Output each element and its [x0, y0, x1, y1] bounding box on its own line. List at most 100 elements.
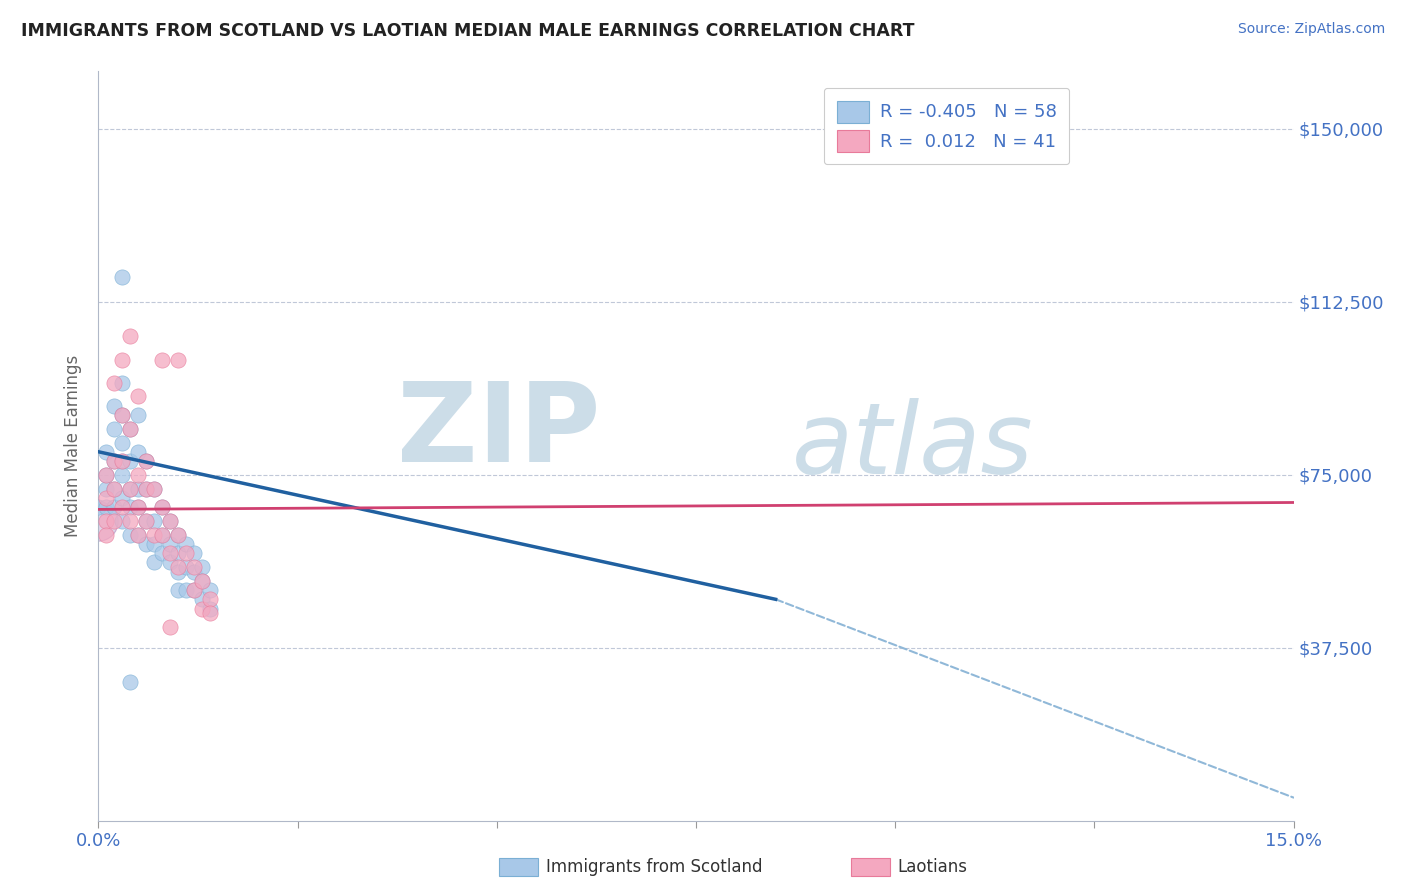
Point — [111, 454, 134, 468]
Point — [143, 537, 166, 551]
Point — [96, 444, 118, 458]
Point — [111, 435, 134, 450]
Point — [111, 467, 134, 482]
Point — [174, 537, 197, 551]
Point — [127, 389, 149, 403]
Point — [127, 528, 149, 542]
Text: Laotians: Laotians — [897, 858, 967, 876]
Point — [174, 560, 197, 574]
Text: IMMIGRANTS FROM SCOTLAND VS LAOTIAN MEDIAN MALE EARNINGS CORRELATION CHART: IMMIGRANTS FROM SCOTLAND VS LAOTIAN MEDI… — [21, 22, 914, 40]
Point — [111, 491, 134, 505]
Legend: R = -0.405   N = 58, R =  0.012   N = 41: R = -0.405 N = 58, R = 0.012 N = 41 — [824, 88, 1070, 164]
Point — [159, 537, 181, 551]
Point — [198, 592, 221, 607]
Point — [127, 528, 149, 542]
Point — [120, 675, 142, 690]
Point — [127, 467, 149, 482]
Point — [111, 269, 134, 284]
Point — [150, 500, 173, 514]
Point — [150, 352, 173, 367]
Point — [111, 352, 134, 367]
Point — [111, 500, 134, 514]
Text: Immigrants from Scotland: Immigrants from Scotland — [546, 858, 762, 876]
Point — [167, 352, 190, 367]
Point — [167, 528, 190, 542]
Point — [167, 560, 190, 574]
Point — [191, 560, 214, 574]
Point — [111, 514, 134, 528]
Point — [159, 546, 181, 560]
Point — [183, 583, 205, 598]
Point — [127, 500, 149, 514]
Point — [127, 482, 149, 496]
Point — [191, 601, 214, 615]
Point — [198, 601, 221, 615]
Point — [135, 514, 157, 528]
Point — [96, 514, 118, 528]
Point — [103, 422, 125, 436]
Point — [135, 537, 157, 551]
Point — [150, 546, 173, 560]
Point — [159, 620, 181, 634]
Point — [198, 606, 221, 620]
Point — [143, 482, 166, 496]
Point — [103, 482, 125, 496]
Point — [127, 444, 149, 458]
Point — [87, 514, 110, 528]
Text: Source: ZipAtlas.com: Source: ZipAtlas.com — [1237, 22, 1385, 37]
Point — [183, 565, 205, 579]
Point — [174, 583, 197, 598]
Point — [167, 546, 190, 560]
Point — [111, 408, 134, 422]
Point — [96, 500, 118, 514]
Point — [150, 500, 173, 514]
Point — [120, 454, 142, 468]
Point — [120, 482, 142, 496]
Y-axis label: Median Male Earnings: Median Male Earnings — [65, 355, 83, 537]
Point — [135, 482, 157, 496]
Point — [143, 482, 166, 496]
Point — [111, 376, 134, 390]
Point — [120, 500, 142, 514]
Point — [111, 408, 134, 422]
Point — [183, 546, 205, 560]
Point — [103, 482, 125, 496]
Point — [103, 500, 125, 514]
Point — [103, 514, 125, 528]
Point — [174, 546, 197, 560]
Point — [143, 514, 166, 528]
Point — [120, 329, 142, 343]
Point — [191, 592, 214, 607]
Point — [111, 454, 134, 468]
Point — [159, 514, 181, 528]
Point — [96, 467, 118, 482]
Point — [87, 500, 110, 514]
Point — [103, 454, 125, 468]
Point — [143, 528, 166, 542]
Point — [120, 528, 142, 542]
Point — [127, 408, 149, 422]
Point — [167, 565, 190, 579]
Point — [183, 583, 205, 598]
Point — [191, 574, 214, 588]
Point — [96, 528, 118, 542]
Point — [135, 482, 157, 496]
Point — [120, 422, 142, 436]
Point — [96, 491, 118, 505]
Point — [135, 454, 157, 468]
Point — [167, 583, 190, 598]
Point — [135, 454, 157, 468]
Point — [96, 482, 118, 496]
Point — [150, 528, 173, 542]
Point — [127, 500, 149, 514]
Point — [159, 556, 181, 570]
FancyBboxPatch shape — [851, 858, 890, 876]
Point — [198, 583, 221, 598]
Point — [120, 422, 142, 436]
Point — [150, 528, 173, 542]
Point — [159, 514, 181, 528]
Point — [103, 376, 125, 390]
Point — [183, 560, 205, 574]
Point — [167, 528, 190, 542]
Point — [96, 467, 118, 482]
